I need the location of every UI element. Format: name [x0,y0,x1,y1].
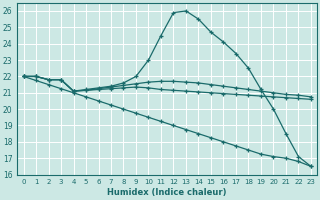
X-axis label: Humidex (Indice chaleur): Humidex (Indice chaleur) [108,188,227,197]
